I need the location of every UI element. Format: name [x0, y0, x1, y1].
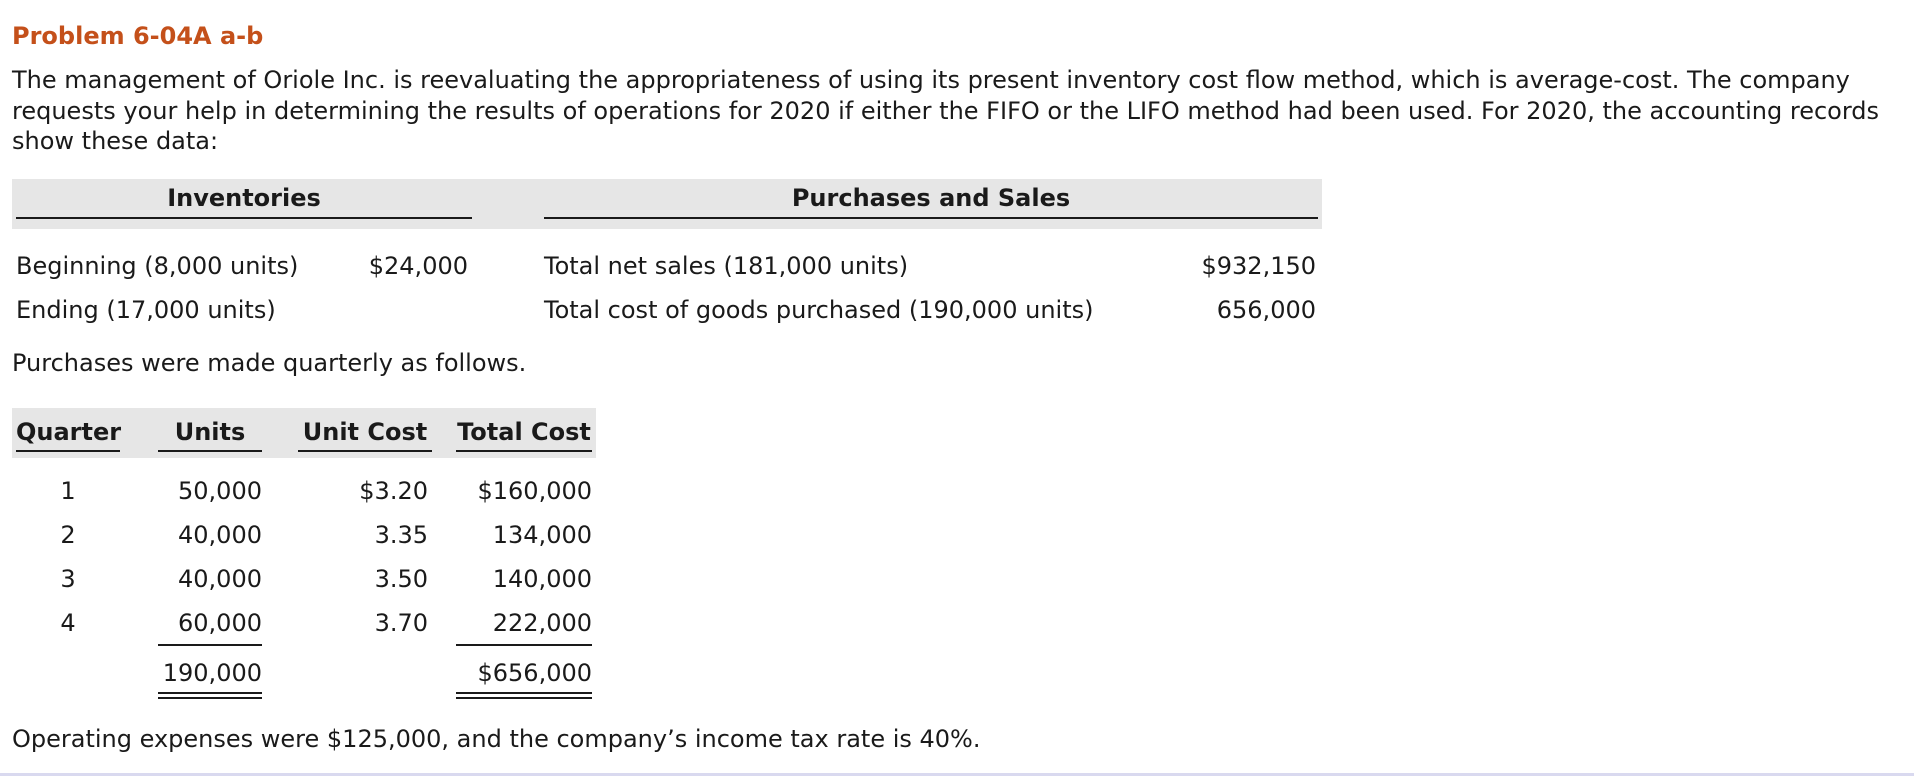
summary-table: Inventories Purchases and Sales Beginnin… [12, 179, 1322, 329]
problem-intro: The management of Oriole Inc. is reevalu… [12, 66, 1880, 155]
goods-purchased-label: Total cost of goods purchased (190,000 u… [544, 296, 1094, 324]
inventory-ending-label: Ending (17,000 units) [16, 296, 276, 324]
units-total: 190,000 [162, 659, 262, 687]
units-header: Units [158, 414, 262, 452]
unit-cost-cell: $3.20 [359, 477, 428, 505]
total-cost-cell: 134,000 [492, 521, 592, 549]
problem-title: Problem 6-04A a-b [12, 22, 264, 50]
inventory-beginning-value: $24,000 [368, 252, 468, 280]
unit-cost-cell: 3.70 [374, 609, 428, 637]
units-cell: 50,000 [178, 477, 262, 505]
quarterly-table: Quarter Units Unit Cost Total Cost 1 50,… [12, 408, 612, 708]
total-cost-total-double-rule [456, 692, 592, 699]
units-total-double-rule [158, 692, 262, 699]
total-cost-cell: 140,000 [492, 565, 592, 593]
unit-cost-cell: 3.50 [374, 565, 428, 593]
total-cost-total: $656,000 [477, 659, 592, 687]
unit-cost-header: Unit Cost [298, 414, 432, 452]
quarterly-header-row [12, 408, 596, 458]
operating-expenses-note: Operating expenses were $125,000, and th… [12, 725, 981, 753]
net-sales-label: Total net sales (181,000 units) [544, 252, 909, 280]
units-cell: 40,000 [178, 565, 262, 593]
net-sales-value: $932,150 [1201, 252, 1316, 280]
quarterly-intro: Purchases were made quarterly as follows… [12, 349, 527, 377]
units-cell: 60,000 [178, 609, 262, 637]
units-cell: 40,000 [178, 521, 262, 549]
bottom-divider [0, 773, 1914, 776]
total-cost-subtotal-rule [456, 644, 592, 646]
total-cost-header: Total Cost [456, 414, 592, 452]
summary-header-row [12, 179, 1322, 229]
total-cost-cell: $160,000 [477, 477, 592, 505]
total-cost-cell: 222,000 [492, 609, 592, 637]
quarter-header: Quarter [16, 414, 121, 452]
purchases-sales-header: Purchases and Sales [544, 179, 1318, 219]
inventories-header: Inventories [16, 179, 472, 219]
quarter-cell: 2 [60, 521, 76, 549]
quarter-cell: 1 [60, 477, 76, 505]
inventory-beginning-label: Beginning (8,000 units) [16, 252, 299, 280]
goods-purchased-value: 656,000 [1216, 296, 1316, 324]
units-subtotal-rule [158, 644, 262, 646]
quarter-cell: 3 [60, 565, 76, 593]
unit-cost-cell: 3.35 [374, 521, 428, 549]
quarter-cell: 4 [60, 609, 76, 637]
problem-page: Problem 6-04A a-b The management of Orio… [12, 16, 1902, 753]
